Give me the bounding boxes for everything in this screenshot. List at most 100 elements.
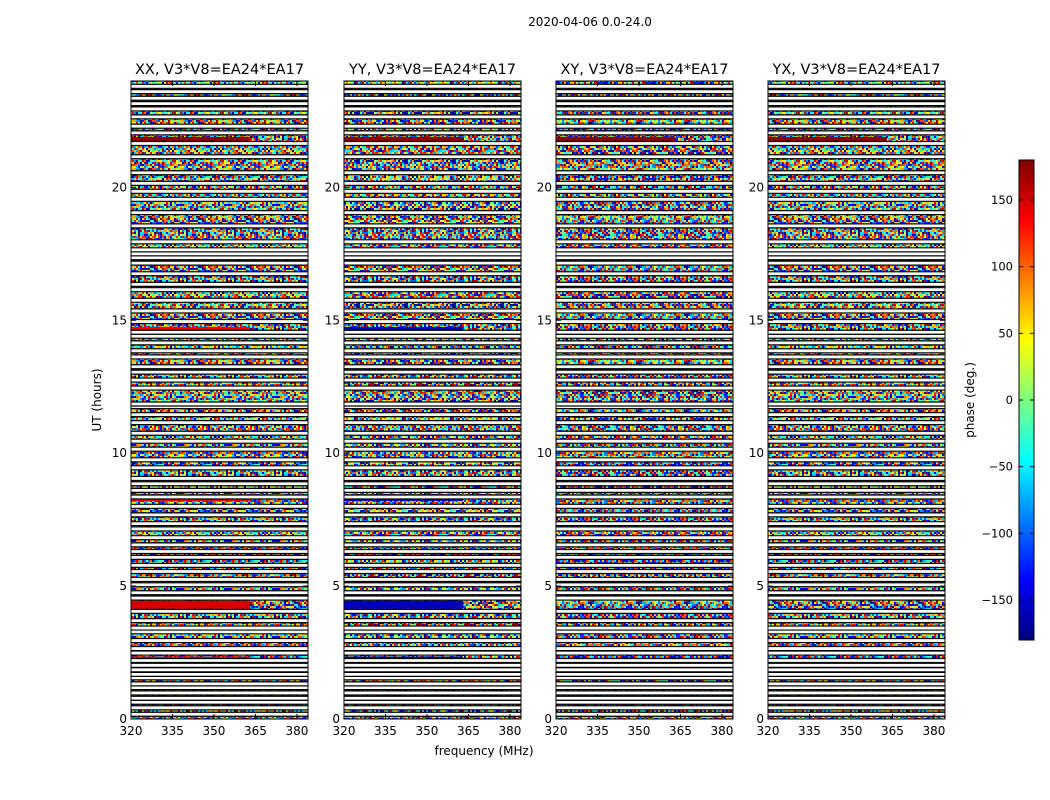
flagged-row [768, 663, 945, 668]
coherent-band [344, 136, 463, 144]
flagged-row [556, 412, 733, 417]
flagged-row [768, 106, 945, 111]
flagged-row [768, 638, 945, 643]
flagged-row [556, 330, 733, 335]
y-tick-label: 20 [537, 180, 552, 194]
panel-title: YY, V3*V8=EA24*EA17 [348, 62, 516, 78]
flagged-row [768, 287, 945, 292]
panel-frame [555, 80, 734, 720]
flagged-row [344, 189, 521, 194]
x-tick-label: 320 [545, 724, 568, 738]
flagged-row [131, 84, 308, 89]
flagged-row [556, 189, 733, 194]
flagged-row [131, 431, 308, 436]
flagged-row [344, 504, 521, 509]
x-axis-label: frequency (MHz) [434, 744, 533, 758]
flagged-row [768, 672, 945, 677]
flagged-row [556, 89, 733, 94]
flagged-row [344, 340, 521, 345]
flagged-row [344, 447, 521, 452]
flagged-row [768, 223, 945, 228]
flagged-row [344, 685, 521, 690]
flagged-row [344, 569, 521, 574]
flagged-row [768, 114, 945, 119]
flagged-row [768, 181, 945, 186]
flagged-row [131, 549, 308, 554]
x-tick-label: 320 [120, 724, 143, 738]
flagged-row [556, 386, 733, 391]
y-axis-label: UT (hours) [90, 368, 104, 431]
flagged-row [131, 504, 308, 509]
flagged-row [556, 261, 733, 266]
flagged-row [344, 89, 521, 94]
x-tick-label: 320 [333, 724, 356, 738]
flagged-row [556, 114, 733, 119]
flagged-row [556, 596, 733, 601]
flagged-row [131, 609, 308, 614]
flagged-row [556, 535, 733, 540]
flagged-row [344, 308, 521, 313]
flagged-row [131, 141, 308, 146]
flagged-row [131, 521, 308, 526]
flagged-row [768, 512, 945, 517]
flagged-row [768, 476, 945, 481]
flagged-row [556, 334, 733, 339]
x-tick-label: 320 [757, 724, 780, 738]
y-tick-label: 0 [332, 712, 340, 726]
flagged-row [344, 124, 521, 129]
flagged-row [768, 412, 945, 417]
flagged-row [344, 465, 521, 470]
flagged-row [344, 481, 521, 486]
y-tick-label: 15 [325, 313, 340, 327]
flagged-row [344, 378, 521, 383]
flagged-row [131, 330, 308, 335]
flagged-row [344, 287, 521, 292]
x-tick-label: 380 [498, 724, 521, 738]
flagged-row [556, 590, 733, 595]
flagged-row [556, 340, 733, 345]
flagged-row [344, 495, 521, 500]
flagged-row [556, 404, 733, 409]
flagged-row [131, 596, 308, 601]
flagged-row [131, 690, 308, 695]
flagged-row [344, 282, 521, 287]
flagged-row [131, 114, 308, 119]
flagged-row [131, 488, 308, 493]
flagged-row [768, 700, 945, 705]
x-tick-label: 380 [285, 724, 308, 738]
flagged-row [131, 298, 308, 303]
flagged-row [556, 577, 733, 582]
panel-frame [130, 80, 309, 720]
flagged-row [768, 681, 945, 686]
y-tick-label: 5 [756, 579, 764, 593]
flagged-row [131, 210, 308, 215]
flagged-row [768, 308, 945, 313]
flagged-row [556, 651, 733, 656]
flagged-row [131, 526, 308, 531]
flagged-row [131, 700, 308, 705]
flagged-row [556, 298, 733, 303]
flagged-row [768, 239, 945, 244]
flagged-row [768, 521, 945, 526]
flagged-row [768, 569, 945, 574]
flagged-row [768, 626, 945, 631]
flagged-row [556, 420, 733, 425]
flagged-row [556, 481, 733, 486]
colorbar-tick-label: −150 [981, 593, 1013, 607]
flagged-row [556, 271, 733, 276]
y-tick-label: 10 [325, 446, 340, 460]
flagged-row [344, 130, 521, 135]
flagged-row [344, 401, 521, 406]
flagged-row [344, 354, 521, 359]
flagged-row [768, 651, 945, 656]
flagged-row [131, 447, 308, 452]
flagged-row [768, 705, 945, 710]
flagged-row [131, 481, 308, 486]
flagged-row [768, 563, 945, 568]
flagged-row [131, 705, 308, 710]
flagged-row [768, 457, 945, 462]
flagged-row [131, 308, 308, 313]
flagged-row [344, 596, 521, 601]
flagged-row [556, 609, 733, 614]
